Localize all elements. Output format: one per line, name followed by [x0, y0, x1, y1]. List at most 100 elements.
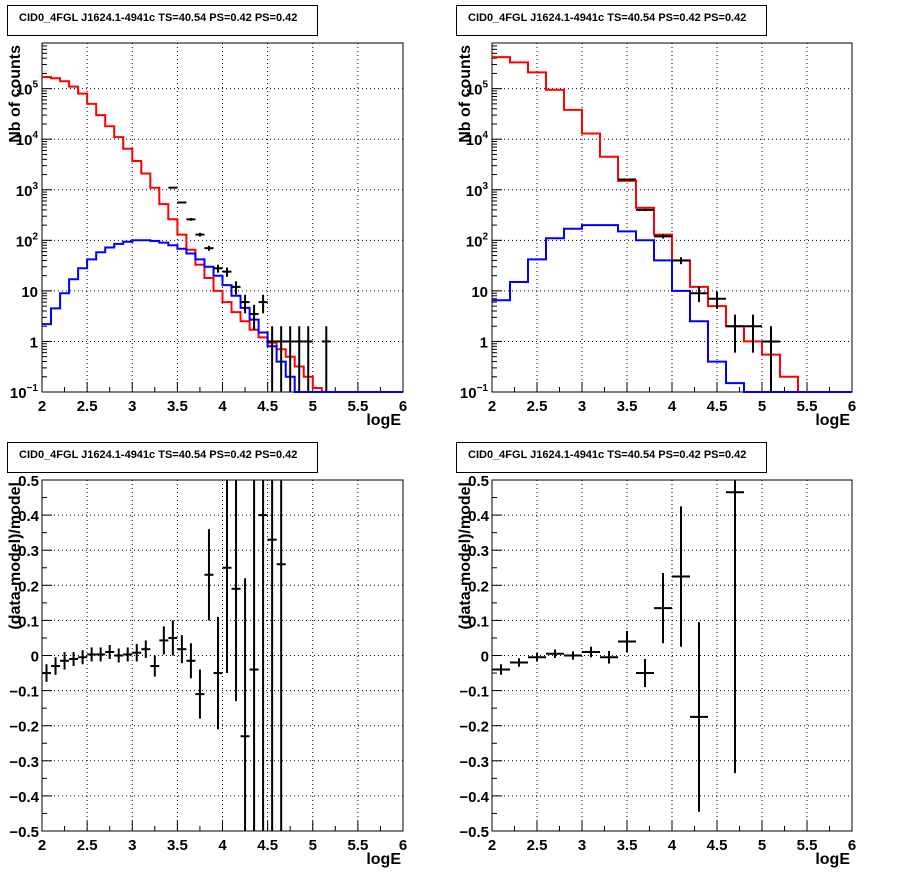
y-tick-label: 10 — [21, 284, 38, 301]
data-point — [222, 267, 232, 277]
x-axis-label: logE — [366, 412, 401, 429]
data-point — [267, 326, 277, 392]
data-point — [492, 664, 510, 675]
chart-title-box — [456, 5, 767, 36]
y-tick-label: 0.4 — [468, 508, 490, 525]
y-tick-label: −0.4 — [9, 789, 39, 806]
y-tick-base: 10 — [466, 132, 483, 149]
data-point — [78, 650, 88, 665]
x-tick-label: 5.5 — [347, 398, 368, 415]
y-tick-label: 10−1 — [460, 383, 489, 402]
data-point — [195, 232, 205, 237]
x-tick-label: 4 — [668, 837, 677, 854]
y-tick-label: 102 — [466, 231, 489, 250]
data-point — [186, 643, 196, 679]
chart-panel-1: CID0_4FGL J1624.1-4941c TS=40.54 PS=0.42… — [7, 5, 407, 429]
data-point — [564, 651, 582, 660]
x-tick-label: 6 — [399, 398, 407, 415]
y-tick-exponent: 5 — [32, 80, 38, 91]
y-axis-label: Nb of counts — [7, 45, 24, 143]
x-tick-label: 3 — [578, 837, 586, 854]
data-point — [141, 640, 151, 658]
y-tick-exponent: 4 — [32, 130, 38, 141]
y-tick-base: 10 — [16, 233, 33, 250]
data-point — [132, 643, 142, 662]
chart-title: CID0_4FGL J1624.1-4941c TS=40.54 PS=0.42… — [468, 12, 746, 24]
x-tick-label: 4.5 — [707, 837, 728, 854]
y-tick-label: 105 — [16, 80, 39, 99]
y-tick-label: 0.3 — [18, 543, 39, 560]
data-point — [240, 578, 250, 831]
y-tick-label: −0.2 — [9, 719, 39, 736]
x-tick-label: 4.5 — [257, 398, 278, 415]
data-point — [105, 644, 115, 660]
data-point — [744, 314, 762, 353]
y-tick-label: 105 — [466, 80, 489, 99]
y-tick-label: 0.2 — [468, 578, 489, 595]
x-tick-label: 5 — [309, 398, 317, 415]
data-points — [168, 186, 331, 392]
data-points — [42, 480, 286, 831]
data-point — [258, 480, 268, 831]
data-point — [600, 650, 618, 664]
data-point — [87, 647, 97, 662]
y-tick-exponent: 5 — [482, 80, 488, 91]
y-tick-label: −0.2 — [459, 719, 489, 736]
grid — [492, 480, 852, 831]
y-tick-base: 10 — [466, 82, 483, 99]
y-tick-label: 1 — [30, 334, 38, 351]
data-point — [249, 304, 259, 330]
data-point — [726, 480, 744, 774]
data-point — [195, 669, 205, 719]
y-tick-label: 0 — [481, 649, 489, 666]
data-point — [186, 218, 196, 221]
data-point — [60, 651, 70, 670]
data-point — [510, 658, 528, 667]
x-tick-label: 2.5 — [527, 837, 548, 854]
data-point — [636, 659, 654, 688]
y-axis-label: Nb of counts — [457, 45, 474, 143]
data-points — [492, 480, 744, 812]
x-tick-label: 4 — [218, 837, 227, 854]
data-point — [546, 649, 564, 658]
chart-title-box — [456, 442, 767, 473]
data-point — [321, 326, 331, 392]
data-point — [231, 480, 241, 702]
chart-title-box — [7, 442, 318, 473]
data-points — [618, 178, 780, 392]
y-tick-exponent: 3 — [32, 181, 38, 192]
x-axis-label: logE — [366, 851, 401, 868]
y-tick-label: 0.2 — [18, 578, 39, 595]
data-point — [276, 326, 286, 392]
x-tick-label: 6 — [848, 837, 856, 854]
data-point — [249, 480, 259, 831]
data-point — [213, 616, 223, 730]
y-tick-label: −0.3 — [9, 754, 39, 771]
data-point — [222, 480, 232, 674]
y-tick-label: −0.4 — [459, 789, 489, 806]
y-tick-base: 10 — [16, 82, 33, 99]
chart-title: CID0_4FGL J1624.1-4941c TS=40.54 PS=0.42… — [19, 449, 297, 461]
data-point — [654, 573, 672, 644]
x-tick-label: 2.5 — [527, 398, 548, 415]
data-point — [204, 245, 214, 251]
y-tick-base: 10 — [460, 385, 477, 402]
y-tick-exponent: 3 — [482, 181, 488, 192]
data-point — [672, 506, 690, 647]
y-tick-exponent: 4 — [482, 130, 488, 141]
y-axis-label: (data-model)/model — [457, 482, 474, 630]
x-tick-label: 2 — [488, 837, 496, 854]
data-point — [168, 620, 178, 656]
data-point — [213, 264, 223, 273]
data-point — [726, 314, 744, 353]
x-tick-label: 3 — [128, 837, 136, 854]
data-point — [177, 635, 187, 664]
data-point — [618, 630, 636, 652]
y-tick-base: 10 — [16, 132, 33, 149]
data-point — [177, 201, 187, 204]
x-tick-label: 2 — [38, 398, 46, 415]
y-tick-base: 10 — [10, 385, 27, 402]
y-tick-exponent: 2 — [482, 231, 488, 242]
x-tick-label: 5.5 — [797, 837, 818, 854]
